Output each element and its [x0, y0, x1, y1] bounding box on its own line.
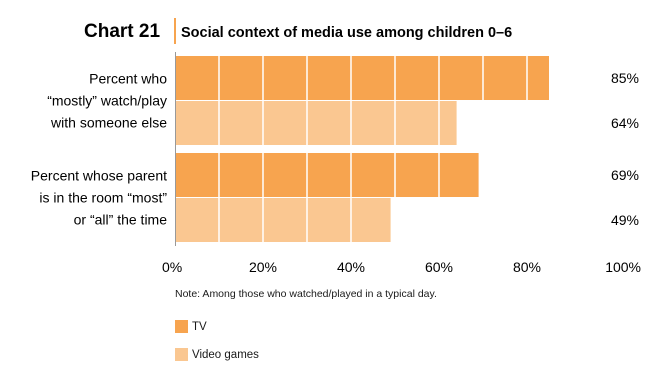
legend-item-tv: TV — [175, 320, 207, 333]
x-tick-label-60: 60% — [425, 259, 453, 275]
bar-tv-1 — [176, 153, 479, 197]
legend-label-tv: TV — [192, 320, 207, 333]
value-labels: 85% 64% 69% 49% — [611, 70, 639, 228]
category-label-1-line-0: Percent whose parent — [31, 168, 167, 184]
bar-video-games-0 — [176, 101, 457, 145]
category-labels: Percent who “mostly” watch/play with someo… — [31, 71, 168, 228]
x-tick-label-0: 0% — [162, 259, 182, 275]
bar-chart: Chart 21 Social context of media use amo… — [31, 18, 641, 275]
chart-note: Note: Among those who watched/played in … — [175, 288, 437, 300]
legend-label-video-games: Video games — [192, 348, 259, 361]
x-tick-label-80: 80% — [513, 259, 541, 275]
category-label-1-line-2: or “all” the time — [74, 212, 168, 228]
category-label-0-line-1: “mostly” watch/play — [47, 93, 167, 109]
bars-layer — [176, 56, 549, 242]
value-label-tv-0: 85% — [611, 70, 639, 86]
chart-title: Social context of media use among childr… — [181, 25, 512, 41]
category-label-0-line-0: Percent who — [89, 71, 167, 87]
value-label-video-games-0: 64% — [611, 115, 639, 131]
bar-tv-0 — [176, 56, 549, 100]
legend-swatch-video-games — [175, 348, 188, 361]
grid-layer — [218, 52, 572, 246]
category-label-0-line-2: with someone else — [50, 115, 167, 131]
x-tick-label-100: 100% — [605, 259, 641, 275]
chart-number: Chart 21 — [84, 21, 160, 42]
x-axis-ticks: 0% 20% 40% 60% 80% 100% — [162, 259, 641, 275]
category-label-1-line-1: is in the room “most” — [39, 190, 167, 206]
bar-video-games-1 — [176, 198, 391, 242]
value-label-video-games-1: 49% — [611, 212, 639, 228]
x-tick-label-40: 40% — [337, 259, 365, 275]
value-label-tv-1: 69% — [611, 167, 639, 183]
legend-swatch-tv — [175, 320, 188, 333]
legend-item-video-games: Video games — [175, 348, 259, 361]
x-tick-label-20: 20% — [249, 259, 277, 275]
